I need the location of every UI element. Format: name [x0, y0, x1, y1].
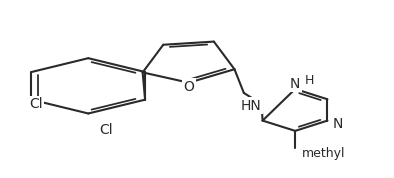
- Text: O: O: [183, 80, 194, 94]
- Text: methyl: methyl: [302, 146, 346, 159]
- Text: Cl: Cl: [29, 97, 43, 111]
- Text: Cl: Cl: [99, 123, 113, 137]
- Text: N: N: [333, 117, 343, 131]
- Text: N: N: [290, 77, 300, 91]
- Text: HN: HN: [241, 99, 261, 113]
- Text: H: H: [305, 74, 314, 87]
